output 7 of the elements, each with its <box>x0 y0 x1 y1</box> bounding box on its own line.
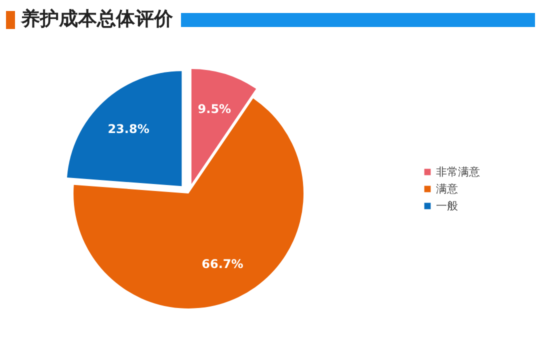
data-label: 9.5% <box>198 102 232 116</box>
legend-label: 满意 <box>436 181 458 196</box>
chart-title: 养护成本总体评价 <box>21 7 173 32</box>
data-label: 23.8% <box>108 122 150 136</box>
legend-label: 一般 <box>436 198 458 213</box>
data-label: 66.7% <box>202 256 244 271</box>
legend-label: 非常满意 <box>436 164 480 179</box>
